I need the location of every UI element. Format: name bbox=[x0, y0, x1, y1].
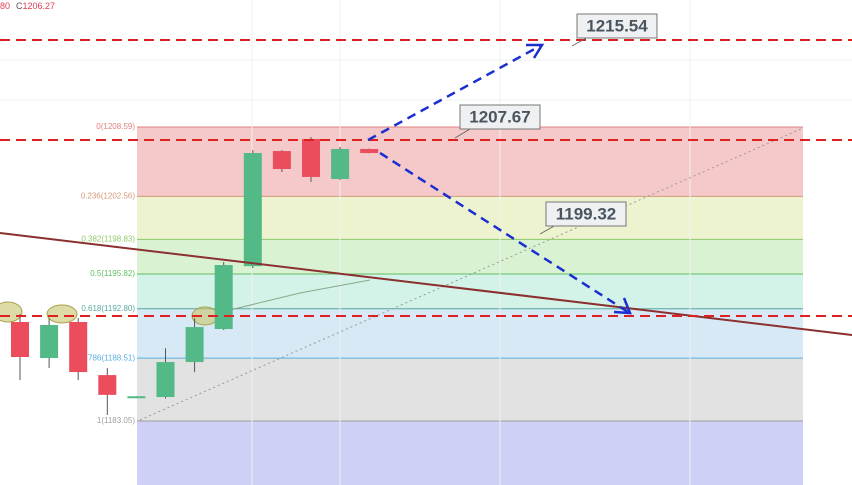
callout-label: 1207.67 bbox=[469, 107, 530, 126]
candle-body bbox=[127, 396, 146, 399]
arrow-heads bbox=[526, 43, 632, 315]
header-left: 80 bbox=[0, 1, 10, 11]
candle-body bbox=[272, 151, 291, 170]
fib-zone bbox=[137, 421, 803, 485]
candle-body bbox=[360, 148, 379, 154]
levels bbox=[0, 39, 852, 317]
fib-label: 0.382(1198.83) bbox=[81, 234, 135, 243]
arrow-head bbox=[526, 43, 545, 59]
callouts: 1215.54 1207.67 1199.32 bbox=[454, 13, 658, 235]
candle-body bbox=[214, 265, 233, 330]
fib-label: 0.5(1195.82) bbox=[90, 269, 135, 278]
callout-box bbox=[545, 201, 627, 227]
candle-body bbox=[302, 138, 320, 177]
fib-zones: 0(1208.59) 0.236(1202.56) 0.382(1198.83) 0.… bbox=[81, 122, 803, 485]
fib-zone bbox=[137, 274, 803, 309]
fib-zone bbox=[137, 196, 803, 240]
highlight bbox=[0, 301, 23, 323]
candle-body bbox=[11, 322, 29, 357]
arrow-head bbox=[613, 297, 632, 315]
fib-label: 0.618(1192.80) bbox=[81, 304, 135, 313]
fib-label: 1(1183.05) bbox=[97, 416, 135, 425]
callout-label: 1215.54 bbox=[586, 16, 648, 35]
callout-pointer bbox=[454, 128, 471, 139]
fib-zone bbox=[137, 239, 803, 274]
header-close-label: C bbox=[16, 1, 23, 11]
candles bbox=[11, 137, 379, 416]
moving-average bbox=[229, 279, 371, 311]
arrow-down bbox=[379, 151, 629, 314]
fib-label: 786(1188.51) bbox=[88, 353, 135, 362]
candle-body bbox=[40, 324, 59, 359]
candle-body bbox=[69, 322, 88, 373]
fib-label: 0(1208.59) bbox=[96, 122, 135, 131]
fib-zone bbox=[137, 358, 803, 421]
header: 80 C1206.27 bbox=[0, 1, 55, 11]
callout-label: 1199.32 bbox=[556, 204, 617, 223]
highlight bbox=[46, 304, 78, 324]
header-close: 1206.27 bbox=[23, 1, 56, 11]
candle-body bbox=[185, 327, 204, 363]
fib-label: 0.236(1202.56) bbox=[81, 192, 136, 201]
candle-body bbox=[98, 375, 117, 395]
callout-box bbox=[576, 13, 658, 39]
trend-line bbox=[0, 232, 852, 336]
highlights bbox=[0, 301, 219, 326]
arrow-up bbox=[367, 44, 541, 142]
candle-body bbox=[156, 362, 175, 398]
candle-body bbox=[243, 153, 262, 267]
fib-zone bbox=[137, 127, 803, 197]
arrows bbox=[367, 44, 629, 314]
callout-box bbox=[459, 104, 541, 130]
candle-body bbox=[331, 148, 350, 180]
fib-diagonal bbox=[139, 127, 804, 421]
